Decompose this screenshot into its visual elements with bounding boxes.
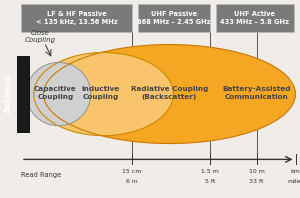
Text: Radiative Coupling
(Backscatter): Radiative Coupling (Backscatter) (131, 86, 208, 100)
Text: Capacitive
Coupling: Capacitive Coupling (34, 86, 77, 100)
Text: UHF Active
433 MHz – 5.8 GHz: UHF Active 433 MHz – 5.8 GHz (220, 11, 290, 25)
Text: Read Range: Read Range (21, 172, 61, 178)
Ellipse shape (44, 45, 296, 144)
FancyBboxPatch shape (16, 56, 29, 132)
Text: 33 ft: 33 ft (249, 179, 264, 184)
FancyBboxPatch shape (21, 4, 132, 32)
Text: Antenna: Antenna (4, 75, 13, 113)
Text: 10 m: 10 m (249, 169, 264, 174)
FancyBboxPatch shape (138, 4, 210, 32)
FancyBboxPatch shape (216, 4, 294, 32)
Ellipse shape (26, 62, 91, 126)
Text: 1.5 m: 1.5 m (201, 169, 219, 174)
Text: 5 ft: 5 ft (205, 179, 215, 184)
Text: LF & HF Passive
< 135 kHz, 13.56 MHz: LF & HF Passive < 135 kHz, 13.56 MHz (36, 11, 117, 25)
Text: Close
Coupling: Close Coupling (25, 30, 56, 43)
Text: miles: miles (287, 179, 300, 184)
Text: 15 cm: 15 cm (122, 169, 142, 174)
Text: km: km (291, 169, 300, 174)
Text: UHF Passive
868 MHz – 2.45 GHz: UHF Passive 868 MHz – 2.45 GHz (137, 11, 211, 25)
Ellipse shape (34, 52, 173, 136)
Text: Inductive
Coupling: Inductive Coupling (81, 86, 120, 100)
Text: Battery-Assisted
Communication: Battery-Assisted Communication (222, 86, 291, 100)
Text: 6 in: 6 in (126, 179, 138, 184)
